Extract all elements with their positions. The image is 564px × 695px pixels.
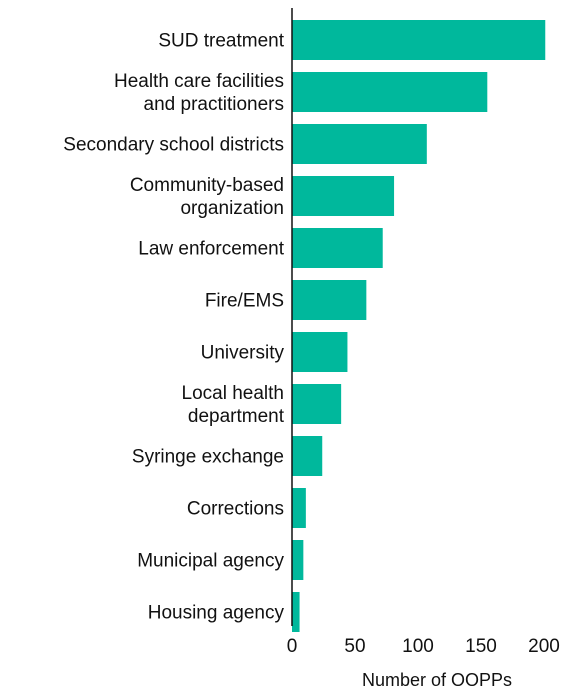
category-label: Local health department [182, 383, 285, 427]
category-label: University [201, 343, 285, 364]
x-tick-label: 50 [344, 636, 365, 657]
bar [292, 488, 306, 528]
bar [292, 72, 488, 112]
category-label: Housing agency [148, 603, 285, 624]
x-tick-label: 100 [402, 636, 434, 657]
x-tick-label: 150 [465, 636, 497, 657]
bar [292, 332, 348, 372]
category-label: Community-based organization [130, 175, 284, 219]
bar [292, 20, 546, 60]
category-label: Syringe exchange [132, 447, 284, 468]
category-label: Law enforcement [138, 239, 284, 260]
x-ticks-group: 0 50 100 150 200 [287, 636, 560, 657]
bar [292, 280, 367, 320]
x-tick-label: 0 [287, 636, 298, 657]
bar [292, 228, 383, 268]
x-axis-title: Number of OOPPs [362, 670, 512, 690]
bar [292, 592, 300, 632]
category-labels-group: SUD treatment Health care facilities and p… [63, 31, 284, 624]
bar [292, 436, 323, 476]
bars-group [292, 20, 546, 632]
bar [292, 124, 427, 164]
category-label: Health care facilities and practitioners [114, 71, 284, 115]
bar [292, 176, 395, 216]
category-label: Secondary school districts [63, 135, 284, 156]
category-label: Corrections [187, 499, 284, 520]
category-label: Municipal agency [137, 551, 284, 572]
x-tick-label: 200 [528, 636, 560, 657]
category-label: SUD treatment [158, 31, 284, 52]
category-label: Fire/EMS [205, 291, 284, 312]
bar [292, 540, 304, 580]
bar [292, 384, 342, 424]
